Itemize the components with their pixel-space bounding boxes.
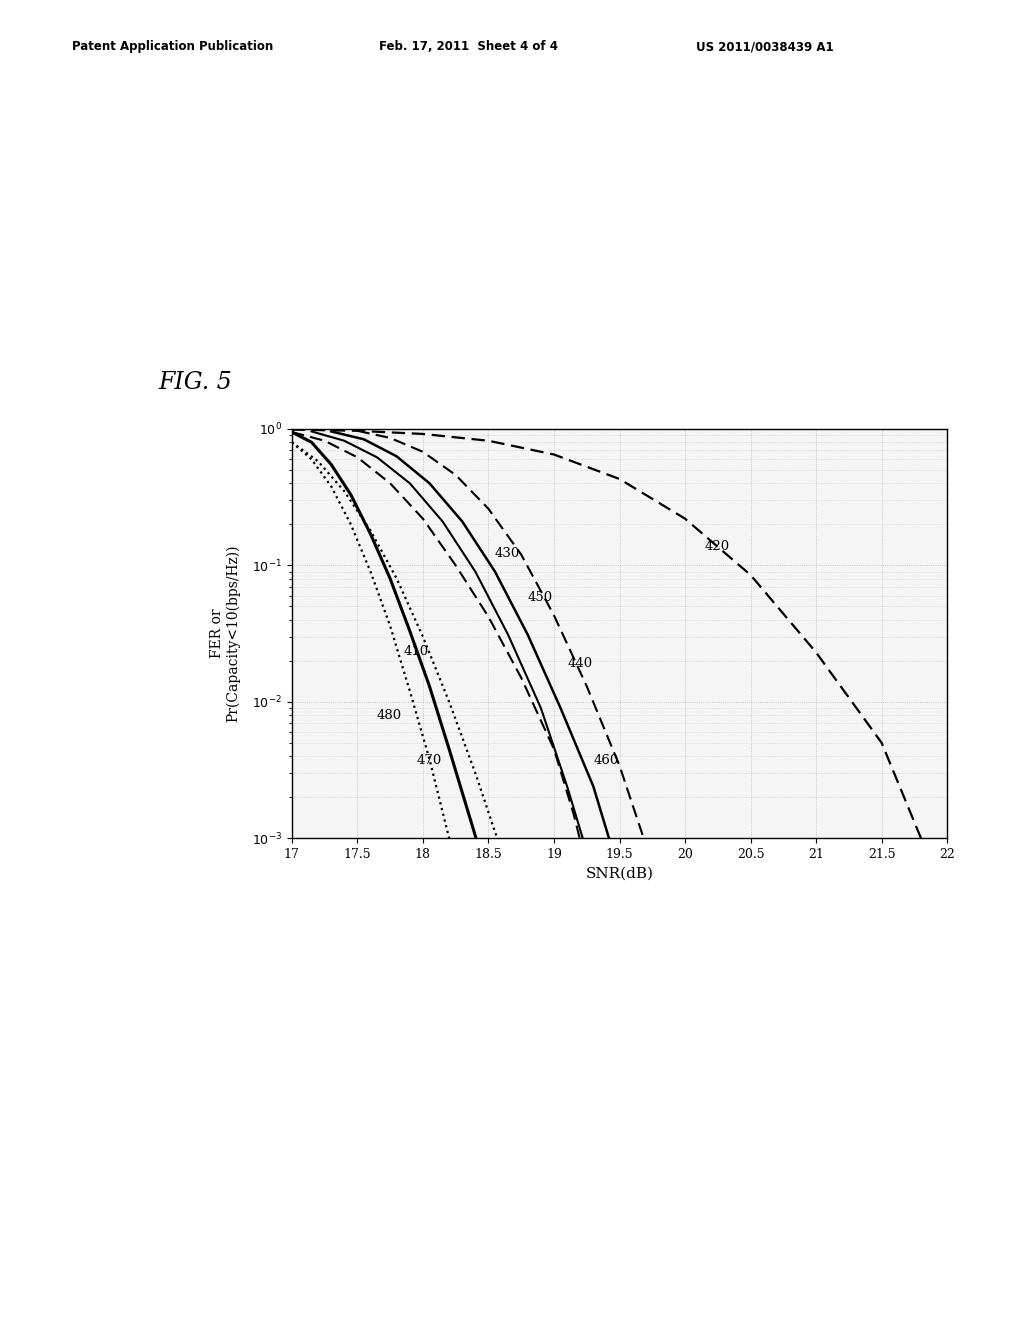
Text: Patent Application Publication: Patent Application Publication <box>72 40 273 53</box>
Text: Feb. 17, 2011  Sheet 4 of 4: Feb. 17, 2011 Sheet 4 of 4 <box>379 40 558 53</box>
Y-axis label: FER or
Pr(Capacity<10(bps/Hz)): FER or Pr(Capacity<10(bps/Hz)) <box>210 545 241 722</box>
Text: 440: 440 <box>567 657 592 671</box>
Text: FIG. 5: FIG. 5 <box>159 371 232 395</box>
Text: 430: 430 <box>495 546 520 560</box>
Text: 410: 410 <box>403 645 428 659</box>
Text: US 2011/0038439 A1: US 2011/0038439 A1 <box>696 40 834 53</box>
X-axis label: SNR(dB): SNR(dB) <box>586 866 653 880</box>
Text: 460: 460 <box>593 754 618 767</box>
Text: 480: 480 <box>377 709 402 722</box>
Text: 470: 470 <box>417 754 441 767</box>
Text: 420: 420 <box>705 540 730 553</box>
Text: 450: 450 <box>527 591 553 603</box>
